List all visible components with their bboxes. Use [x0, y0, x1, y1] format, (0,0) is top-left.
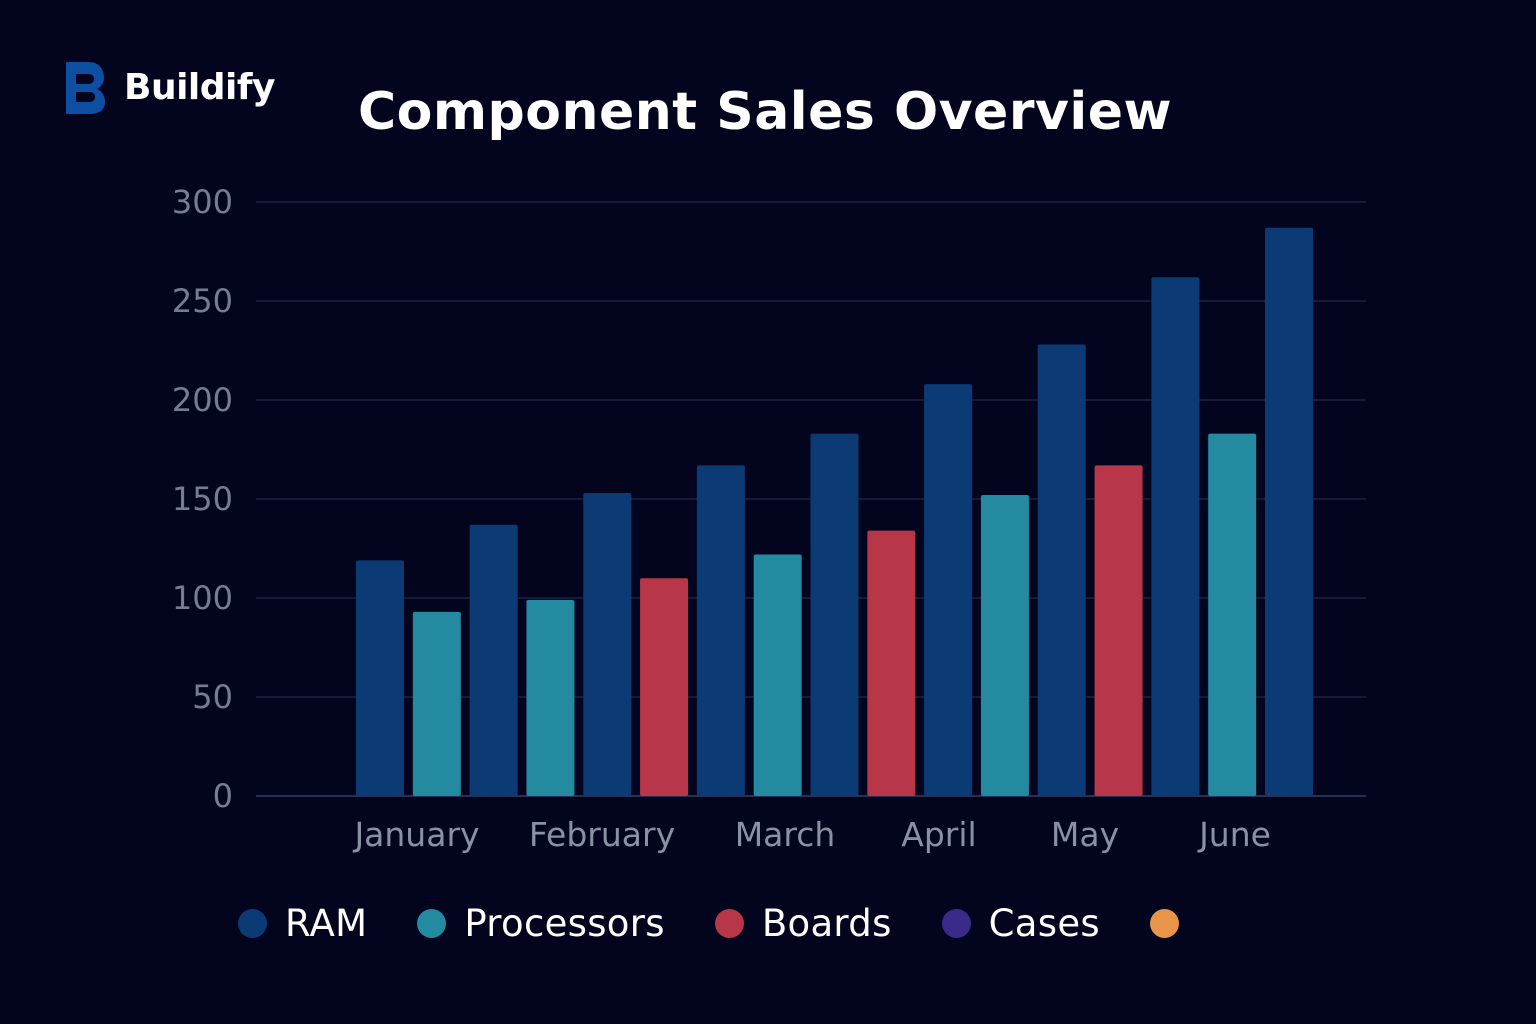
- bar-boards-may[interactable]: [1094, 465, 1143, 796]
- y-tick-label: 250: [172, 282, 233, 320]
- bar-ram-june[interactable]: [1265, 227, 1313, 797]
- chart-title: Component Sales Overview: [357, 82, 1172, 142]
- bar-boards-april[interactable]: [867, 530, 916, 796]
- legend-swatch: [714, 908, 744, 938]
- bar-ram-january[interactable]: [469, 524, 518, 796]
- x-tick-label: May: [1051, 815, 1119, 854]
- x-axis-ticks: January February March April May June: [352, 815, 1270, 854]
- bar-ram-march[interactable]: [810, 433, 859, 796]
- y-tick-label: 150: [172, 480, 233, 518]
- brand-name: Buildify: [124, 66, 276, 108]
- bar-processors-february[interactable]: [526, 599, 575, 796]
- y-tick-label: 300: [172, 183, 233, 221]
- x-tick-label: March: [735, 815, 836, 854]
- bar-boards-february[interactable]: [640, 578, 689, 796]
- brand: Buildify: [60, 58, 276, 116]
- bar-processors-january[interactable]: [412, 611, 461, 796]
- legend-label: Cases: [988, 901, 1100, 945]
- x-tick-label: January: [352, 815, 479, 854]
- bar-ram-march[interactable]: [696, 465, 745, 796]
- bar-processors-june[interactable]: [1208, 433, 1257, 796]
- bar-processors-march[interactable]: [753, 554, 802, 796]
- y-tick-label: 50: [192, 678, 233, 716]
- x-tick-label: February: [529, 815, 675, 854]
- bar-ram-february[interactable]: [583, 493, 632, 796]
- legend-label: Processors: [464, 901, 665, 945]
- legend-swatch: [1149, 908, 1179, 938]
- x-tick-label: June: [1197, 815, 1271, 854]
- buildify-logo-icon: [66, 62, 105, 114]
- bar-ram-january[interactable]: [356, 560, 404, 796]
- legend-swatch: [941, 908, 971, 938]
- legend-item-boards[interactable]: Boards: [714, 901, 892, 945]
- y-tick-label: 100: [172, 579, 233, 617]
- legend: RAM Processors Boards Cases: [238, 898, 1247, 948]
- legend-swatch: [238, 908, 267, 938]
- bar-ram-june[interactable]: [1151, 277, 1200, 796]
- bar-ram-may[interactable]: [1037, 344, 1086, 796]
- legend-item-processors[interactable]: Processors: [417, 901, 665, 945]
- bar-processors-april[interactable]: [980, 495, 1029, 796]
- y-tick-label: 200: [172, 381, 233, 419]
- legend-swatch: [417, 908, 447, 938]
- bar-ram-april[interactable]: [924, 384, 973, 796]
- legend-label: RAM: [285, 901, 368, 945]
- x-tick-label: April: [901, 815, 976, 854]
- y-axis-ticks: 0 50 100 150 200 250 300: [172, 183, 233, 815]
- y-tick-label: 0: [213, 777, 233, 815]
- bars: [356, 227, 1313, 797]
- legend-item-ram[interactable]: RAM: [238, 902, 367, 945]
- legend-label: Boards: [761, 901, 892, 945]
- legend-item-unlabeled[interactable]: [1149, 908, 1197, 938]
- legend-item-cases[interactable]: Cases: [941, 901, 1100, 945]
